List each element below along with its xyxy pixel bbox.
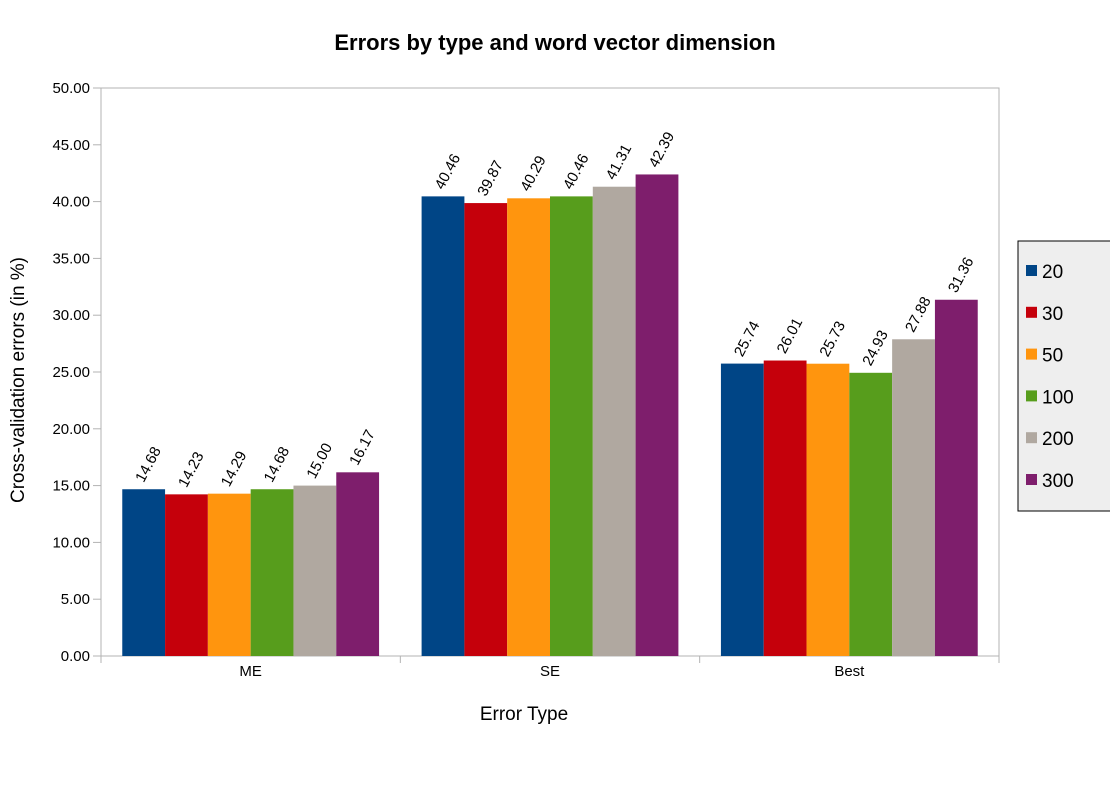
legend-swatch [1026, 390, 1037, 402]
bar [421, 196, 465, 657]
data-label: 14.23 [175, 449, 208, 490]
bar [592, 186, 636, 657]
data-label: 40.29 [517, 153, 550, 194]
chart-title: Errors by type and word vector dimension [334, 30, 775, 55]
legend-swatch [1026, 348, 1037, 360]
legend-label: 20 [1042, 262, 1063, 283]
data-label: 25.73 [816, 318, 849, 359]
y-tick-label: 50.00 [52, 80, 90, 97]
bar [806, 363, 850, 656]
y-tick-label: 30.00 [52, 307, 90, 324]
bar [207, 493, 251, 656]
legend-label: 100 [1042, 387, 1074, 408]
data-label: 27.88 [902, 294, 935, 335]
data-label: 41.31 [603, 141, 636, 182]
x-tick-label: SE [540, 663, 560, 680]
bar [464, 203, 508, 657]
bar [720, 363, 764, 656]
data-label: 40.46 [560, 151, 593, 192]
y-tick-label: 25.00 [52, 364, 90, 381]
y-tick-label: 40.00 [52, 194, 90, 211]
legend-label: 300 [1042, 471, 1074, 492]
y-tick-label: 5.00 [61, 591, 90, 608]
legend-label: 50 [1042, 346, 1063, 367]
y-tick-label: 10.00 [52, 534, 90, 551]
bar [293, 485, 337, 656]
legend-swatch [1026, 265, 1037, 276]
y-axis-label: Cross-validation errors (in %) [8, 257, 29, 503]
bar [934, 299, 978, 656]
data-label: 31.36 [945, 254, 978, 295]
x-axis-label: Error Type [480, 704, 568, 725]
bar [763, 360, 807, 656]
data-label: 25.74 [731, 318, 764, 359]
bar [122, 489, 166, 656]
bar [507, 198, 550, 656]
x-axis-ticks: ME SE Best [100, 656, 1000, 680]
y-tick-label: 35.00 [52, 250, 90, 267]
legend: 20 30 50 100 200 300 [1017, 240, 1110, 512]
bar [336, 472, 380, 656]
data-label: 14.68 [132, 444, 165, 485]
bars [122, 174, 978, 657]
bar [165, 494, 208, 656]
y-tick-label: 15.00 [52, 478, 90, 495]
legend-swatch [1026, 474, 1037, 485]
bar [635, 174, 679, 657]
y-tick-label: 45.00 [52, 137, 90, 154]
x-tick-label: Best [834, 663, 865, 680]
data-label: 14.29 [218, 448, 251, 489]
y-axis-ticks: 0.00 5.00 10.00 15.00 20.00 25.00 30.00 35.00 40… [52, 80, 101, 665]
y-tick-label: 20.00 [52, 421, 90, 438]
data-label: 24.93 [859, 328, 892, 369]
bar [849, 372, 893, 656]
data-label: 16.17 [346, 427, 379, 468]
legend-swatch [1026, 306, 1037, 318]
data-label: 42.39 [646, 129, 679, 170]
legend-frame [1017, 240, 1110, 512]
x-tick-label: ME [239, 663, 262, 680]
data-label: 15.00 [303, 440, 336, 481]
bar [892, 339, 935, 656]
legend-label: 30 [1042, 304, 1063, 325]
data-label: 14.68 [261, 444, 294, 485]
data-label: 39.87 [474, 158, 507, 199]
legend-swatch [1026, 432, 1037, 444]
y-tick-label: 0.00 [61, 648, 90, 665]
data-label: 40.46 [432, 151, 465, 192]
bar [550, 196, 593, 657]
bar [250, 489, 294, 656]
data-label: 26.01 [774, 315, 807, 356]
legend-label: 200 [1042, 429, 1074, 450]
